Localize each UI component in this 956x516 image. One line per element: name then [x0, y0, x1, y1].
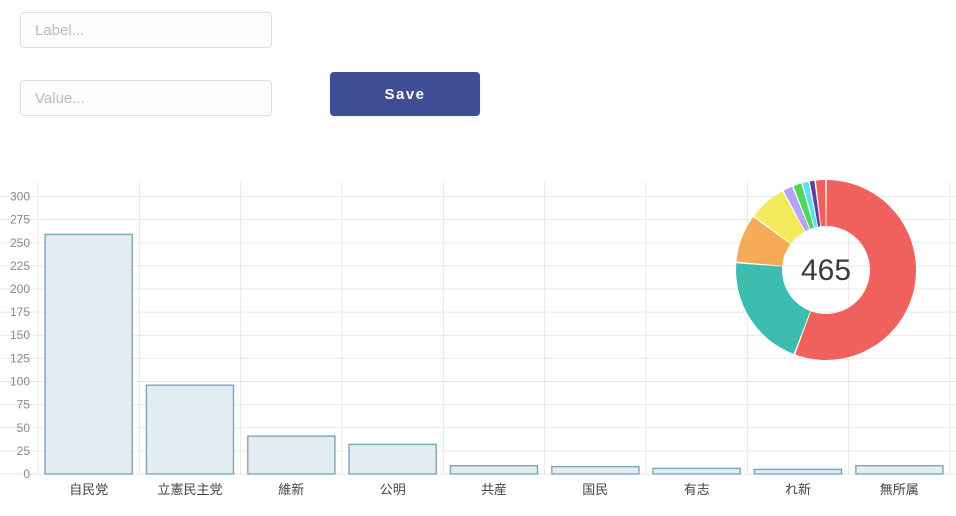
svg-text:175: 175	[10, 305, 30, 319]
svg-text:225: 225	[10, 259, 30, 273]
svg-text:25: 25	[17, 444, 31, 458]
svg-text:150: 150	[10, 328, 30, 342]
svg-text:共産: 共産	[481, 482, 507, 497]
svg-text:自民党: 自民党	[69, 482, 108, 497]
svg-text:275: 275	[10, 213, 30, 227]
svg-text:75: 75	[17, 398, 31, 412]
svg-text:維新: 維新	[278, 482, 304, 497]
svg-text:れ新: れ新	[785, 482, 811, 497]
svg-text:250: 250	[10, 236, 30, 250]
svg-text:465: 465	[801, 254, 851, 287]
svg-text:200: 200	[10, 282, 30, 296]
svg-text:300: 300	[10, 190, 30, 204]
svg-text:0: 0	[23, 467, 30, 481]
svg-text:無所属: 無所属	[880, 482, 919, 497]
svg-text:国民: 国民	[582, 482, 608, 497]
svg-text:50: 50	[17, 421, 31, 435]
svg-text:立憲民主党: 立憲民主党	[157, 482, 222, 497]
svg-text:公明: 公明	[380, 482, 406, 497]
svg-text:有志: 有志	[684, 482, 710, 497]
svg-text:100: 100	[10, 375, 30, 389]
svg-text:125: 125	[10, 351, 30, 365]
